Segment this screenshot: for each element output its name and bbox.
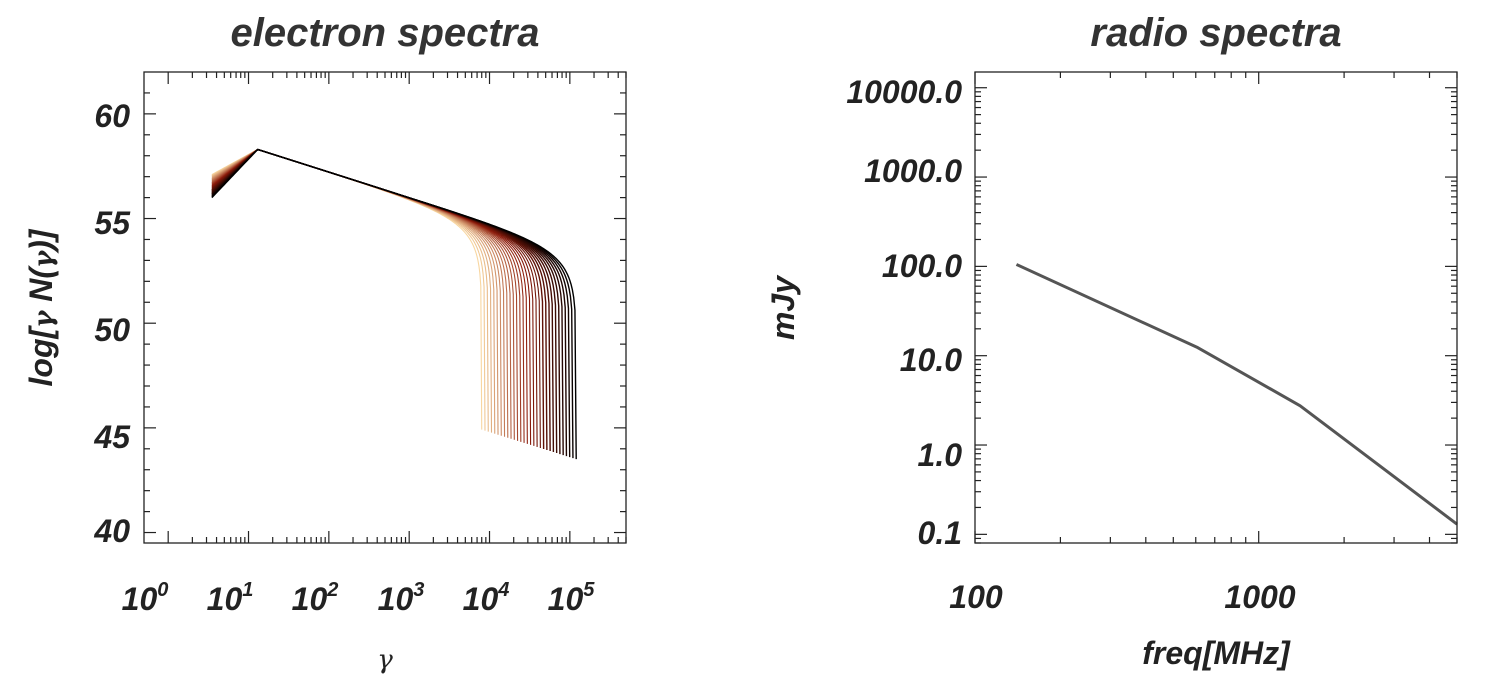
electron-spectrum-curve	[211, 149, 483, 430]
x-tick-label-1e0: 100	[122, 579, 169, 617]
electron-spectra-curves	[211, 148, 577, 460]
electron-spectra-y-tick-labels: 40 45 50 55 60	[93, 98, 131, 549]
electron-spectrum-curve	[211, 149, 519, 441]
y-tick-label-10000.0: 10000.0	[846, 74, 962, 110]
electron-spectrum-curve	[211, 148, 551, 452]
electron-spectrum-curve	[211, 149, 509, 438]
electron-spectra-panel: electron spectra 100 101 102 103 104 105…	[23, 11, 627, 675]
x-tick-label-1000: 1000	[1224, 579, 1295, 615]
x-tick-label-1e4: 104	[463, 579, 510, 617]
electron-spectrum-curve	[211, 149, 496, 434]
electron-spectrum-curve	[211, 148, 506, 437]
x-tick-label-100: 100	[949, 579, 1003, 615]
y-tick-label-1000.0: 1000.0	[864, 153, 962, 189]
electron-spectrum-curve	[211, 149, 574, 459]
radio-spectra-x-tick-labels: 100 1000	[949, 579, 1295, 615]
electron-spectrum-curve	[211, 148, 558, 454]
electron-spectrum-curve	[211, 149, 486, 431]
x-tick-label-1e3: 103	[378, 579, 425, 617]
y-tick-label-100.0: 100.0	[882, 248, 962, 284]
electron-spectrum-curve	[211, 148, 532, 445]
electron-spectrum-curve	[211, 148, 515, 440]
electron-spectrum-curve	[211, 148, 525, 443]
y-tick-label-1.0: 1.0	[918, 437, 963, 473]
electron-spectrum-curve	[211, 148, 571, 458]
electron-spectrum-curve	[211, 149, 528, 444]
electron-spectrum-curve	[211, 148, 493, 433]
x-tick-label-1e2: 102	[292, 579, 339, 617]
electron-spectra-x-tick-labels: 100 101 102 103 104 105	[122, 579, 596, 617]
radio-spectra-plot-frame	[974, 71, 1458, 544]
electron-spectra-plot-frame	[143, 71, 627, 544]
electron-spectrum-curve	[211, 148, 577, 460]
electron-spectrum-curve	[211, 149, 489, 432]
radio-spectra-x-axis-label: freq[MHz]	[1142, 635, 1291, 671]
y-tick-label-45: 45	[93, 419, 131, 455]
electron-spectrum-curve	[211, 148, 499, 435]
electron-spectra-y-axis-label: log[γ N(γ)]	[23, 228, 59, 386]
electron-spectrum-curve	[211, 149, 522, 442]
electron-spectrum-curve	[211, 148, 555, 453]
radio-spectra-panel: radio spectra 100 1000 0.1 1.0 10.0 100.…	[765, 11, 1458, 671]
electron-spectra-x-axis-label: γ	[377, 645, 393, 675]
electron-spectrum-curve	[211, 149, 512, 439]
electron-spectra-title: electron spectra	[230, 11, 539, 55]
radio-spectra-y-tick-labels: 0.1 1.0 10.0 100.0 1000.0 10000.0	[846, 74, 962, 551]
y-tick-label-50: 50	[94, 312, 130, 348]
radio-spectra-tick-marks	[974, 72, 1458, 544]
electron-spectra-tick-marks	[144, 72, 627, 543]
electron-spectrum-curve	[211, 148, 535, 446]
x-tick-label-1e5: 105	[548, 579, 596, 617]
y-tick-label-55: 55	[94, 205, 131, 241]
electron-spectrum-curve	[211, 149, 502, 436]
radio-spectrum-line	[1015, 263, 1458, 526]
x-tick-label-1e1: 101	[207, 579, 254, 617]
y-tick-label-40: 40	[93, 513, 130, 549]
y-tick-label-10.0: 10.0	[900, 342, 962, 378]
radio-spectra-title: radio spectra	[1090, 11, 1341, 55]
radio-spectra-y-axis-label: mJy	[765, 274, 801, 340]
y-tick-label-60: 60	[94, 98, 130, 134]
y-tick-label-0.1: 0.1	[918, 515, 962, 551]
